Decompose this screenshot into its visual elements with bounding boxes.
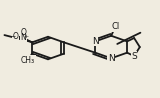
Text: N: N (92, 37, 99, 46)
Text: S: S (131, 52, 137, 61)
Text: CH₃: CH₃ (21, 56, 35, 64)
Text: +: + (24, 34, 29, 39)
Text: N: N (20, 34, 26, 42)
Text: CH₃: CH₃ (21, 56, 35, 64)
Text: N: N (108, 54, 115, 63)
Text: N: N (20, 34, 26, 42)
Text: O: O (20, 28, 26, 37)
Text: N: N (108, 54, 115, 63)
Text: O: O (20, 28, 26, 37)
Text: Cl: Cl (111, 22, 119, 31)
Text: O: O (13, 32, 19, 40)
Text: S: S (131, 52, 137, 61)
Text: O: O (13, 32, 19, 40)
Text: −: − (10, 33, 15, 38)
Text: N: N (92, 37, 99, 46)
Text: Cl: Cl (111, 22, 119, 31)
